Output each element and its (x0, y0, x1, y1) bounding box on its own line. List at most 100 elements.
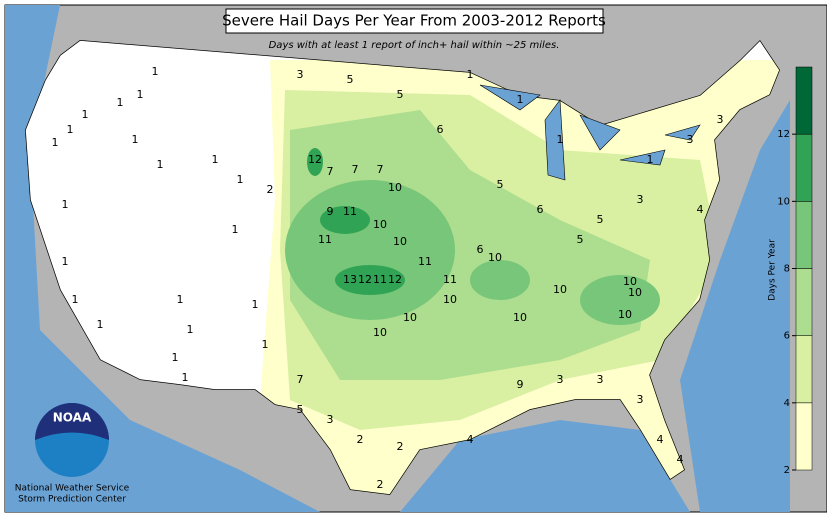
grid-label: 10 (373, 326, 387, 339)
grid-label: 11 (318, 233, 332, 246)
grid-label: 1 (647, 153, 654, 166)
grid-label: 1 (72, 293, 79, 306)
grid-label: 1 (132, 133, 139, 146)
grid-label: 10 (403, 311, 417, 324)
grid-label: 1 (152, 65, 159, 78)
grid-label: 9 (327, 205, 334, 218)
noaa-logo: NOAA (35, 403, 109, 477)
grid-label: 4 (677, 453, 684, 466)
grid-label: 5 (597, 213, 604, 226)
colorbar-segment (795, 268, 813, 336)
grid-label: 1 (187, 323, 194, 336)
credit: National Weather Service (15, 484, 130, 494)
grid-label: 6 (477, 243, 484, 256)
svg-text:NOAA: NOAA (53, 411, 92, 425)
grid-label: 1 (172, 351, 179, 364)
title: Severe Hail Days Per Year From 2003-2012… (222, 12, 606, 30)
grid-label: 1 (137, 88, 144, 101)
credit: Storm Prediction Center (18, 495, 126, 505)
great-lakes (479, 84, 701, 181)
grid-label: 6 (537, 203, 544, 216)
grid-label: 1 (517, 93, 524, 106)
grid-label: 5 (297, 403, 304, 416)
grid-label: 1 (557, 133, 564, 146)
colorbar-tick-label: 12 (777, 129, 790, 140)
colorbar-segment (795, 133, 813, 202)
title-box (225, 8, 604, 34)
grid-label: 7 (327, 165, 334, 178)
grid-label: 12 (388, 273, 402, 286)
grid-label: 2 (397, 440, 404, 453)
grid-label: 1 (82, 108, 89, 121)
grid-label: 3 (597, 373, 604, 386)
grid-label: 3 (327, 413, 334, 426)
grid-label: 1 (177, 293, 184, 306)
colorbar-segment (795, 335, 813, 404)
grid-label: 1 (467, 68, 474, 81)
grid-label: 1 (232, 223, 239, 236)
grid-label: 5 (497, 178, 504, 191)
grid-label: 3 (297, 68, 304, 81)
grid-label: 10 (513, 311, 527, 324)
grid-label: 10 (623, 275, 637, 288)
grid-label: 10 (618, 308, 632, 321)
grid-label: 1 (52, 136, 59, 149)
grid-label: 2 (267, 183, 274, 196)
grid-label: 10 (488, 251, 502, 264)
grid-label: 2 (357, 433, 364, 446)
grid-label: 1 (67, 123, 74, 136)
grid-label: 7 (377, 163, 384, 176)
atlantic (680, 100, 790, 512)
grid-label: 12 (308, 153, 322, 166)
grid-label: 10 (443, 293, 457, 306)
grid-label: 5 (347, 73, 354, 86)
colorbar-tick-label: 6 (784, 331, 790, 342)
colorbar-label: Days Per Year (768, 239, 778, 301)
colorbar-segment (795, 402, 813, 471)
colorbar-segment (795, 66, 813, 135)
colorbar-tick-label: 2 (784, 465, 790, 476)
grid-label: 10 (628, 286, 642, 299)
grid-label: 2 (377, 478, 384, 491)
grid-label: 1 (97, 318, 104, 331)
grid-label: 13 (343, 273, 357, 286)
grid-label: 1 (157, 158, 164, 171)
grid-label: 4 (697, 203, 704, 216)
grid-label: 11 (343, 205, 357, 218)
grid-label: 1 (262, 338, 269, 351)
subtitle: Days with at least 1 report of inch+ hai… (269, 40, 560, 51)
grid-label: 3 (557, 373, 564, 386)
grid-label: 9 (517, 378, 524, 391)
colorbar-tick-label: 4 (784, 398, 790, 409)
colorbar: 2 4 6 8 10 12 (777, 66, 813, 476)
grid-label: 3 (717, 113, 724, 126)
colorbar-segment (795, 201, 813, 269)
grid-label: 5 (397, 88, 404, 101)
grid-label: 7 (352, 163, 359, 176)
colorbar-tick-label: 10 (777, 196, 790, 207)
grid-label: 1 (117, 96, 124, 109)
grid-label: 3 (687, 133, 694, 146)
grid-label: 10 (388, 181, 402, 194)
grid-label: 1 (252, 298, 259, 311)
grid-label: 10 (393, 235, 407, 248)
grid-label: 7 (297, 373, 304, 386)
grid-label: 6 (437, 123, 444, 136)
grid-label: 11 (373, 273, 387, 286)
grid-label: 11 (418, 255, 432, 268)
grid-label: 1 (62, 255, 69, 268)
gulf (400, 420, 690, 512)
grid-label: 5 (577, 233, 584, 246)
grid-label: 10 (553, 283, 567, 296)
grid-label: 3 (637, 193, 644, 206)
pacific (5, 5, 320, 512)
colorbar-tick-label: 8 (784, 264, 790, 275)
grid-label: 1 (182, 371, 189, 384)
grid-label: 1 (237, 173, 244, 186)
grid-label: 12 (358, 273, 372, 286)
grid-label: 11 (443, 273, 457, 286)
grid-label: 1 (62, 198, 69, 211)
grid-label: 3 (637, 393, 644, 406)
